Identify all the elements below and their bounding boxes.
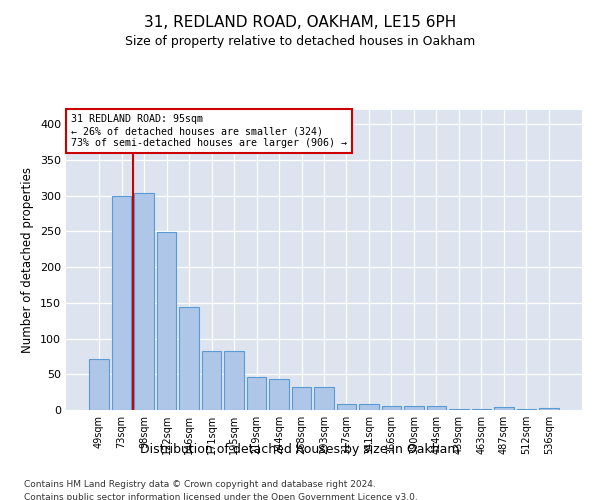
Bar (89, 358, 109, 410)
Bar (247, 377, 266, 410)
Text: Contains HM Land Registry data © Crown copyright and database right 2024.: Contains HM Land Registry data © Crown c… (24, 480, 376, 489)
Bar (314, 387, 334, 410)
Bar (269, 378, 289, 410)
Text: 31, REDLAND ROAD, OAKHAM, LE15 6PH: 31, REDLAND ROAD, OAKHAM, LE15 6PH (144, 15, 456, 30)
Text: Contains public sector information licensed under the Open Government Licence v3: Contains public sector information licen… (24, 492, 418, 500)
Bar (179, 307, 199, 410)
Bar (404, 406, 424, 410)
Bar (494, 407, 514, 410)
Bar (359, 404, 379, 410)
Bar (224, 350, 244, 410)
Bar (427, 406, 446, 410)
Bar (382, 406, 401, 410)
Bar (134, 193, 154, 410)
Text: Distribution of detached houses by size in Oakham: Distribution of detached houses by size … (140, 442, 460, 456)
Bar (539, 408, 559, 410)
Text: 31 REDLAND ROAD: 95sqm
← 26% of detached houses are smaller (324)
73% of semi-de: 31 REDLAND ROAD: 95sqm ← 26% of detached… (71, 114, 347, 148)
Bar (202, 350, 221, 410)
Bar (292, 387, 311, 410)
Text: Size of property relative to detached houses in Oakham: Size of property relative to detached ho… (125, 35, 475, 48)
Bar (112, 196, 131, 410)
Y-axis label: Number of detached properties: Number of detached properties (22, 167, 34, 353)
Bar (157, 232, 176, 410)
Bar (337, 404, 356, 410)
